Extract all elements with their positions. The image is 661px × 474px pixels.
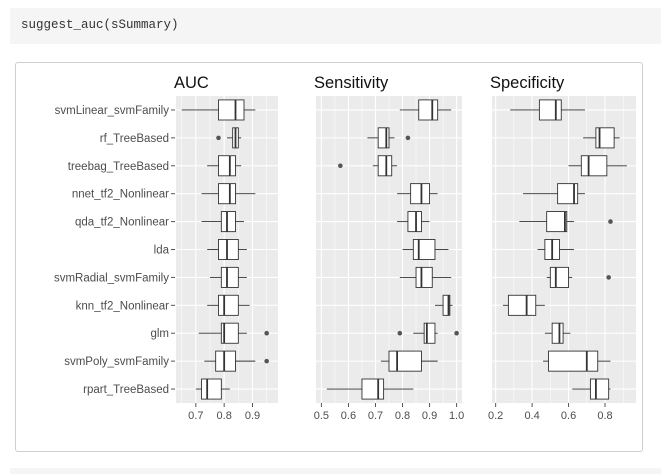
- outlier-point: [454, 330, 459, 336]
- code-block: suggest_auc(sSummary): [10, 8, 661, 44]
- x-tick-label: 0.6: [341, 410, 356, 422]
- plot-output-frame: svmLinear_svmFamily rf_TreeBased treebag_T…: [15, 62, 643, 452]
- next-code-block: [10, 468, 661, 474]
- outlier-point: [216, 135, 221, 141]
- outlier-point: [608, 219, 613, 224]
- box: [218, 239, 239, 260]
- outlier-point: [264, 358, 269, 364]
- box: [549, 266, 570, 288]
- box: [423, 322, 436, 344]
- boxplot-chart: svmLinear_svmFamily rf_TreeBased treebag_T…: [54, 74, 636, 422]
- box: [220, 211, 236, 233]
- box: [548, 350, 599, 372]
- box: [377, 155, 393, 177]
- y-tick-label: svmRadial_svmFamily: [54, 272, 169, 284]
- box: [546, 211, 568, 233]
- box: [407, 211, 422, 233]
- box: [595, 127, 615, 149]
- box: [218, 294, 239, 316]
- panel-title: Specificity: [490, 74, 565, 92]
- box: [377, 127, 390, 149]
- y-tick-label: lda: [154, 245, 170, 257]
- x-tick-label: 0.7: [188, 410, 203, 422]
- x-tick-label: 1.0: [449, 410, 464, 422]
- x-tick-label: 0.7: [368, 410, 383, 422]
- box: [507, 294, 537, 316]
- box: [580, 155, 608, 177]
- box: [361, 378, 385, 400]
- box: [551, 322, 564, 344]
- outlier-point: [397, 330, 403, 336]
- box: [557, 183, 579, 205]
- box: [410, 183, 431, 205]
- y-tick-label: svmPoly_svmFamily: [64, 356, 169, 368]
- x-tick-label: 0.8: [395, 410, 410, 422]
- x-tick-label: 0.8: [217, 410, 232, 422]
- y-tick-label: rpart_TreeBased: [83, 384, 169, 396]
- box: [388, 350, 422, 372]
- x-tick-label: 0.4: [524, 410, 539, 422]
- outlier-point: [405, 135, 411, 141]
- outlier-point: [606, 275, 611, 280]
- box: [442, 294, 451, 316]
- outlier-point: [338, 163, 343, 169]
- code-text: suggest_auc(sSummary): [21, 18, 179, 32]
- x-tick-label: 0.9: [422, 410, 437, 422]
- box: [218, 99, 245, 121]
- box: [215, 350, 236, 372]
- y-tick-label: knn_tf2_Nonlinear: [76, 300, 170, 312]
- box: [201, 378, 222, 400]
- y-tick-label: treebag_TreeBased: [68, 161, 169, 173]
- box: [412, 239, 436, 260]
- x-tick-label: 0.6: [561, 410, 576, 422]
- y-tick-label: nnet_tf2_Nonlinear: [72, 189, 169, 201]
- y-tick-label: svmLinear_svmFamily: [55, 105, 170, 117]
- y-tick-label: qda_tf2_Nonlinear: [75, 217, 169, 229]
- x-tick-label: 0.9: [245, 410, 260, 422]
- box: [415, 266, 433, 288]
- box: [418, 99, 439, 121]
- box: [218, 183, 236, 205]
- y-tick-label: rf_TreeBased: [100, 133, 169, 145]
- box: [538, 99, 562, 121]
- box: [589, 378, 610, 400]
- x-tick-label: 0.8: [597, 410, 612, 422]
- x-tick-label: 0.5: [314, 410, 329, 422]
- box: [218, 155, 236, 177]
- outlier-point: [264, 330, 269, 336]
- panel-title: AUC: [174, 74, 209, 92]
- box: [220, 266, 239, 288]
- x-tick-label: 0.2: [488, 410, 503, 422]
- y-tick-label: glm: [150, 328, 169, 340]
- panel-title: Sensitivity: [314, 74, 389, 92]
- box: [220, 322, 239, 344]
